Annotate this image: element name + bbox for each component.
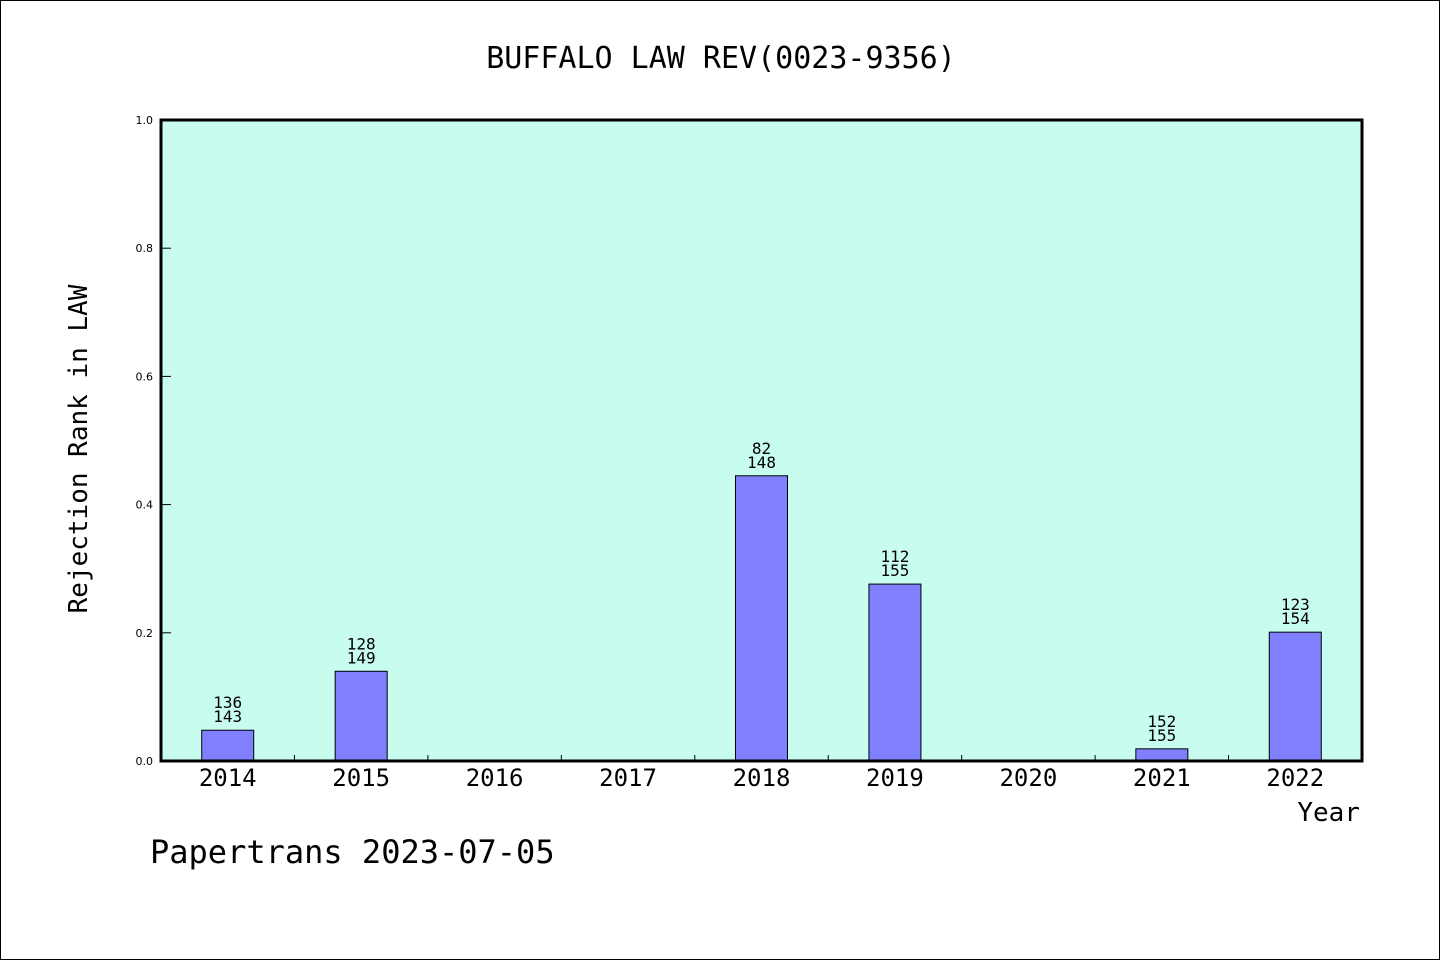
bar-2019 xyxy=(868,583,922,762)
footer-credit: Papertrans 2023-07-05 xyxy=(150,833,555,871)
bar-label-top-2014: 136 xyxy=(213,693,242,712)
bar-label-bottom-2014: 143 xyxy=(213,707,242,726)
bar-2014 xyxy=(201,729,255,762)
x-tick-label-2017: 2017 xyxy=(599,764,657,792)
bar-2018 xyxy=(735,475,788,762)
bar-label-bottom-2021: 155 xyxy=(1147,726,1176,745)
bar-label-bottom-2015: 149 xyxy=(347,648,376,667)
bar-label-bottom-2022: 154 xyxy=(1281,609,1310,628)
x-tick-label-2022: 2022 xyxy=(1266,764,1324,792)
bar-2022 xyxy=(1268,631,1322,762)
bar-label-top-2022: 123 xyxy=(1281,595,1310,614)
y-tick-label: 0.6 xyxy=(136,370,154,383)
bar-label-top-2018: 82 xyxy=(752,439,771,458)
x-tick-label-2018: 2018 xyxy=(733,764,791,792)
y-tick-label: 0.4 xyxy=(136,499,154,512)
chart-title: BUFFALO LAW REV(0023-9356) xyxy=(486,41,956,76)
bar-label-bottom-2019: 155 xyxy=(880,561,909,580)
x-tick-label-2019: 2019 xyxy=(866,764,924,792)
x-tick-label-2020: 2020 xyxy=(999,764,1057,792)
bar-label-top-2021: 152 xyxy=(1147,712,1176,731)
y-tick-label: 0.2 xyxy=(136,627,154,640)
bar-label-top-2019: 112 xyxy=(880,547,909,566)
y-tick-label: 1.0 xyxy=(136,114,154,127)
bar-2015 xyxy=(334,670,388,762)
x-tick-label-2014: 2014 xyxy=(199,764,257,792)
y-tick-label: 0.8 xyxy=(136,242,154,255)
plot-frame xyxy=(159,118,1364,763)
x-tick-label-2016: 2016 xyxy=(466,764,524,792)
x-tick-label-2021: 2021 xyxy=(1133,764,1191,792)
y-tick-label: 0.0 xyxy=(136,755,154,768)
bar-label-top-2015: 128 xyxy=(347,634,376,653)
bar-2021 xyxy=(1135,748,1189,762)
x-axis-label: Year xyxy=(1297,798,1360,828)
y-axis-label: Rejection Rank in LAW xyxy=(64,284,94,613)
x-tick-label-2015: 2015 xyxy=(332,764,390,792)
bar-label-bottom-2018: 148 xyxy=(747,453,776,472)
